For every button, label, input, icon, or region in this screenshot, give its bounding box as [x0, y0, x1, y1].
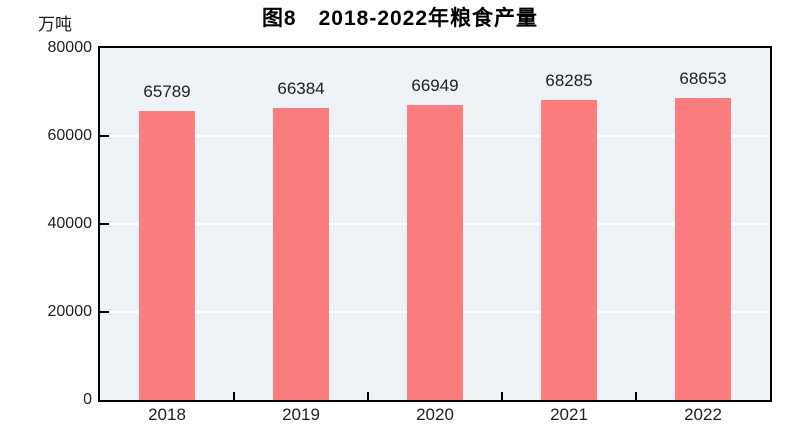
- bar-value-label: 68653: [679, 68, 727, 88]
- x-axis-labels: 2018 2019 2020 2021 2022: [100, 404, 770, 428]
- y-axis-tick-label: 60000: [47, 127, 93, 144]
- bar-2020: [407, 105, 463, 400]
- bar-value-label: 68285: [545, 70, 593, 90]
- y-axis-tick-label: 40000: [47, 215, 93, 232]
- x-axis-label: 2019: [282, 405, 320, 424]
- bar-2021: [541, 99, 597, 400]
- y-axis-unit-label: 万吨: [38, 15, 72, 34]
- chart-title: 图8 2018-2022年粮食产量: [261, 7, 539, 30]
- x-axis-label: 2021: [550, 405, 588, 424]
- bar-value-label: 65789: [143, 81, 191, 101]
- y-axis-tick: [100, 311, 109, 313]
- bar-2022: [675, 97, 731, 400]
- bar-value-label: 66384: [277, 78, 325, 98]
- plot-area: 65789 66384 66949 68285 68653: [98, 46, 772, 402]
- x-axis-label: 2018: [148, 405, 186, 424]
- x-axis-label: 2020: [416, 405, 454, 424]
- bar-value-label: 66949: [411, 76, 459, 96]
- x-axis-tick: [233, 392, 235, 400]
- x-axis-tick: [367, 392, 369, 400]
- x-axis-label: 2022: [684, 405, 722, 424]
- bar-2019: [273, 107, 329, 400]
- y-axis-tick-labels: 0 20000 40000 60000 80000: [0, 39, 93, 408]
- y-axis-tick-label: 80000: [47, 39, 93, 56]
- x-axis-tick: [635, 392, 637, 400]
- y-axis-tick: [100, 223, 109, 225]
- bar-2018: [139, 110, 195, 400]
- y-axis-tick-label: 0: [83, 391, 92, 408]
- y-axis-tick-label: 20000: [47, 303, 93, 320]
- y-axis-tick: [100, 135, 109, 137]
- x-axis-tick: [501, 392, 503, 400]
